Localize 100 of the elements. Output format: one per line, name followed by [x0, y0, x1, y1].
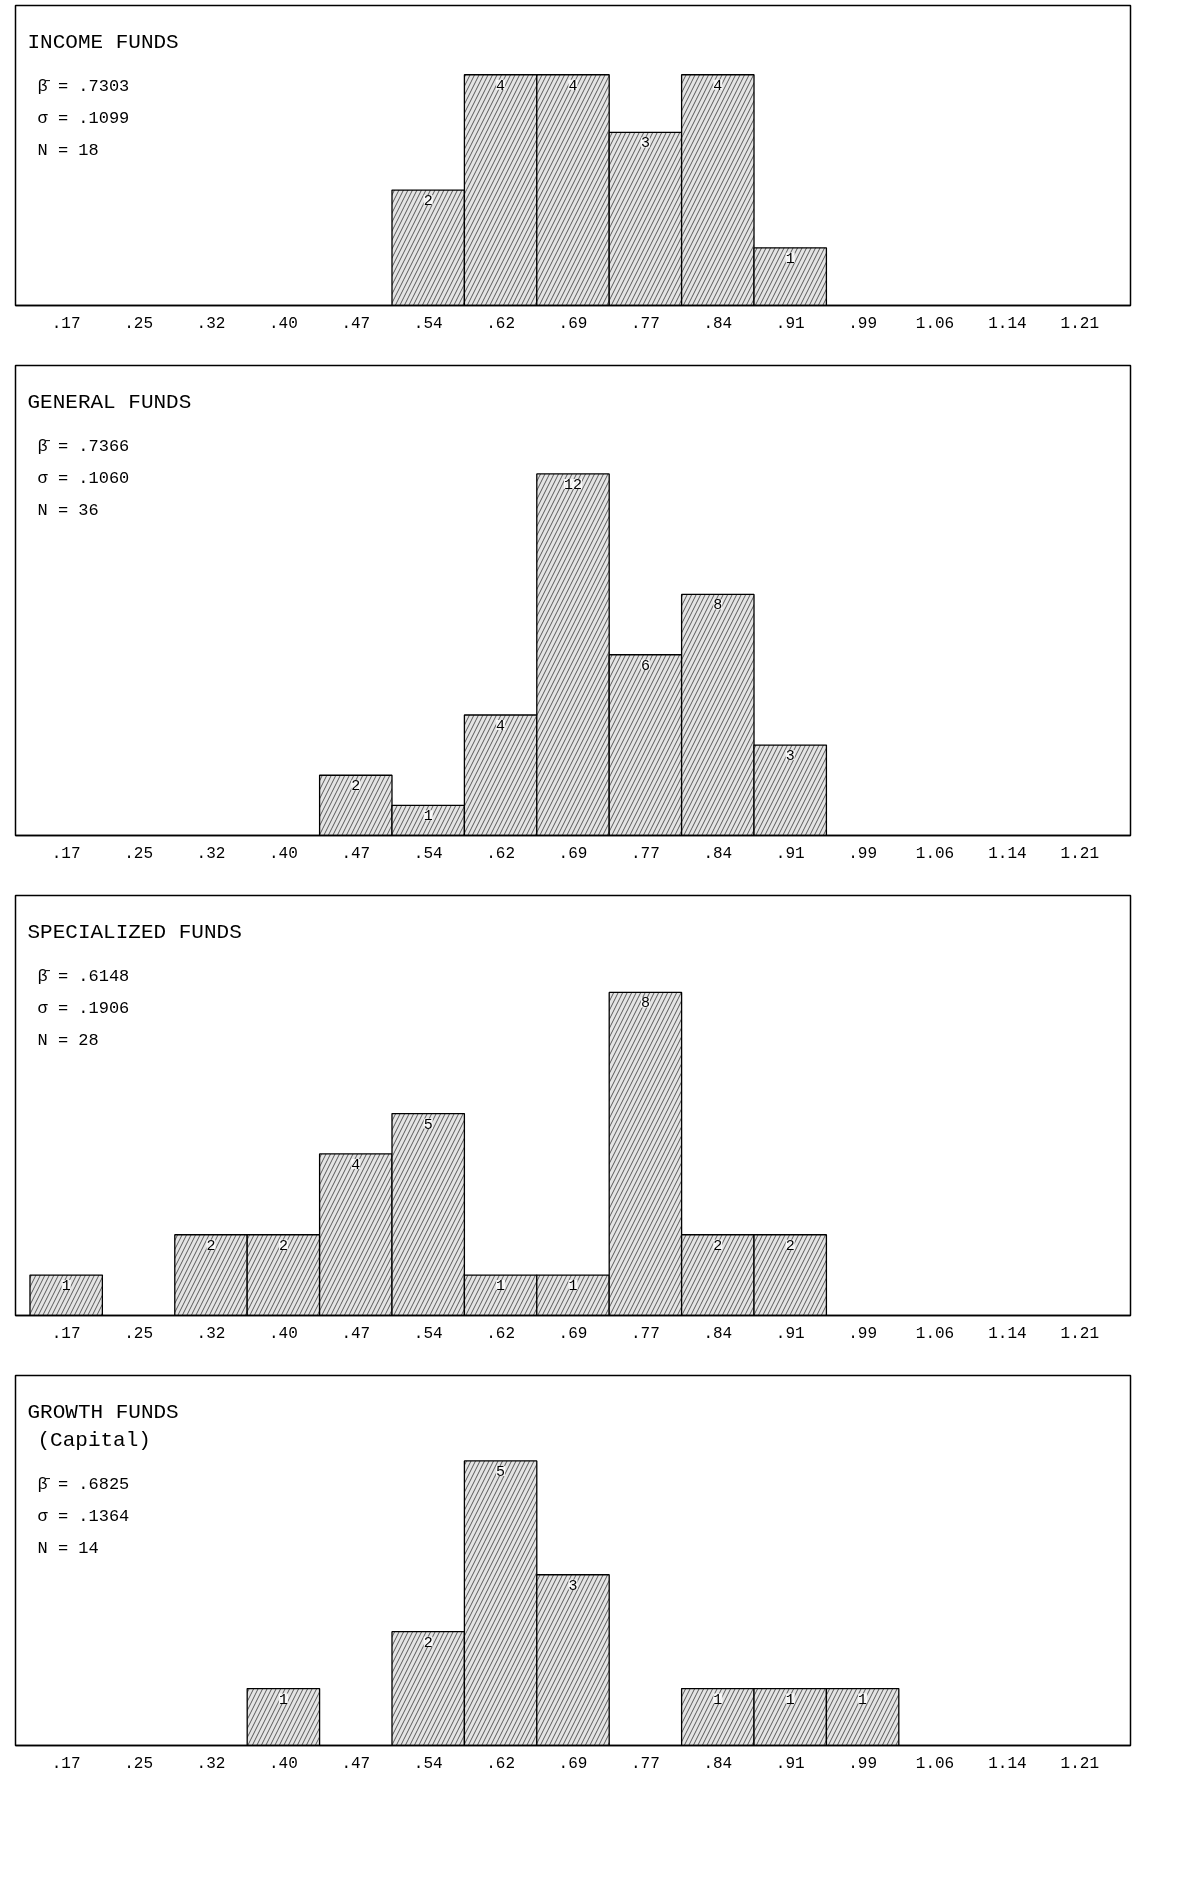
data-label: 1	[496, 1278, 506, 1296]
x-tick-label: .40	[268, 314, 298, 333]
annotation: β̄ = .6825	[37, 1474, 130, 1494]
data-label: 4	[496, 77, 506, 95]
x-tick-label: .84	[703, 844, 733, 863]
x-tick-label: .91	[775, 844, 805, 863]
data-label: 2	[423, 193, 433, 211]
x-tick-label: .17	[51, 844, 81, 863]
x-tick-label: 1.14	[988, 1754, 1027, 1773]
x-tick-label: 1.14	[988, 1324, 1027, 1343]
x-tick-label: .17	[51, 1754, 81, 1773]
x-tick-label: .25	[124, 1754, 153, 1773]
x-tick-label: .91	[775, 1324, 805, 1343]
data-label: 3	[568, 1577, 578, 1595]
x-tick-label: .69	[558, 314, 588, 333]
x-tick-label: .54	[413, 1754, 443, 1773]
data-label: 2	[785, 1237, 795, 1255]
x-tick-label: .62	[486, 314, 516, 333]
annotation: N = 28	[37, 1030, 99, 1050]
x-tick-label: .17	[51, 1324, 81, 1343]
x-tick-label: .69	[558, 1324, 588, 1343]
data-label: 2	[206, 1237, 216, 1255]
annotation: N = 18	[37, 140, 99, 160]
x-tick-label: .40	[268, 1324, 298, 1343]
data-label: 1	[785, 1691, 795, 1709]
x-tick-label: .77	[631, 1324, 660, 1343]
annotation: σ = .1364	[37, 1506, 130, 1526]
x-tick-label: 1.21	[1060, 1754, 1100, 1773]
x-tick-label: .25	[124, 314, 153, 333]
x-tick-label: .69	[558, 1754, 588, 1773]
x-tick-label: .69	[558, 844, 588, 863]
x-tick-label: .47	[341, 314, 371, 333]
x-tick-label: .62	[486, 1324, 516, 1343]
x-tick-label: .54	[413, 844, 443, 863]
x-tick-label: .99	[848, 1324, 878, 1343]
annotation: σ = .1906	[37, 998, 130, 1018]
text: β̄ = .6148	[37, 966, 130, 986]
data-label: 5	[496, 1463, 506, 1481]
data-label: 2	[351, 778, 361, 796]
x-tick-label: .25	[124, 844, 153, 863]
chart-subtitle: (Capital)	[37, 1428, 151, 1452]
data-label: 1	[713, 1691, 723, 1709]
x-tick-label: .99	[848, 314, 878, 333]
data-label: 2	[278, 1237, 288, 1255]
x-tick-label: .91	[775, 314, 805, 333]
x-tick-label: .62	[486, 1754, 516, 1773]
x-tick-label: .17	[51, 314, 81, 333]
chart-title: SPECIALIZED FUNDS	[27, 920, 242, 944]
data-label: 4	[351, 1156, 361, 1174]
data-label: 2	[713, 1237, 723, 1255]
data-label: 1	[61, 1278, 71, 1296]
data-label: 4	[713, 77, 723, 95]
x-tick-label: .62	[486, 844, 516, 863]
x-tick-label: 1.21	[1060, 1324, 1100, 1343]
x-tick-label: .47	[341, 1324, 371, 1343]
data-label: 1	[568, 1278, 578, 1296]
x-tick-label: .54	[413, 314, 443, 333]
data-label: 8	[640, 995, 650, 1013]
data-label: 2	[423, 1634, 433, 1652]
data-label: 4	[568, 77, 578, 95]
x-tick-label: 1.06	[915, 1754, 955, 1773]
annotation: σ = .1060	[37, 468, 130, 488]
x-tick-label: 1.14	[988, 314, 1027, 333]
x-tick-label: .47	[341, 844, 371, 863]
data-label: 3	[640, 135, 650, 153]
annotation: N = 14	[37, 1538, 99, 1558]
x-tick-label: .25	[124, 1324, 153, 1343]
x-tick-label: 1.21	[1060, 844, 1100, 863]
x-tick-label: .99	[848, 1754, 878, 1773]
x-tick-label: .77	[631, 314, 660, 333]
data-label: 12	[564, 476, 583, 494]
chart-title: GENERAL FUNDS	[27, 390, 192, 414]
x-tick-label: 1.21	[1060, 314, 1100, 333]
x-tick-label: .91	[775, 1754, 805, 1773]
x-tick-label: 1.14	[988, 844, 1027, 863]
data-label: 1	[423, 808, 433, 826]
x-tick-label: .54	[413, 1324, 443, 1343]
data-label: 1	[278, 1691, 288, 1709]
data-label: 8	[713, 597, 723, 615]
x-tick-label: .99	[848, 844, 878, 863]
x-tick-label: .47	[341, 1754, 371, 1773]
chart-title: GROWTH FUNDS	[27, 1400, 179, 1424]
x-tick-label: .40	[268, 844, 298, 863]
data-label: 6	[640, 657, 650, 675]
text: β̄ = .7366	[37, 436, 130, 456]
x-tick-label: 1.06	[915, 1324, 955, 1343]
annotation: N = 36	[37, 500, 99, 520]
data-label: 5	[423, 1116, 433, 1134]
x-tick-label: .32	[196, 314, 226, 333]
data-label: 3	[785, 748, 795, 766]
data-label: 1	[858, 1691, 868, 1709]
x-tick-label: .32	[196, 1754, 226, 1773]
x-tick-label: .84	[703, 1324, 733, 1343]
annotation: σ = .1099	[37, 108, 130, 128]
x-tick-label: .40	[268, 1754, 298, 1773]
x-tick-label: 1.06	[915, 844, 955, 863]
x-tick-label: .84	[703, 314, 733, 333]
x-tick-label: .32	[196, 1324, 226, 1343]
x-tick-label: .84	[703, 1754, 733, 1773]
chart-title: INCOME FUNDS	[27, 30, 179, 54]
